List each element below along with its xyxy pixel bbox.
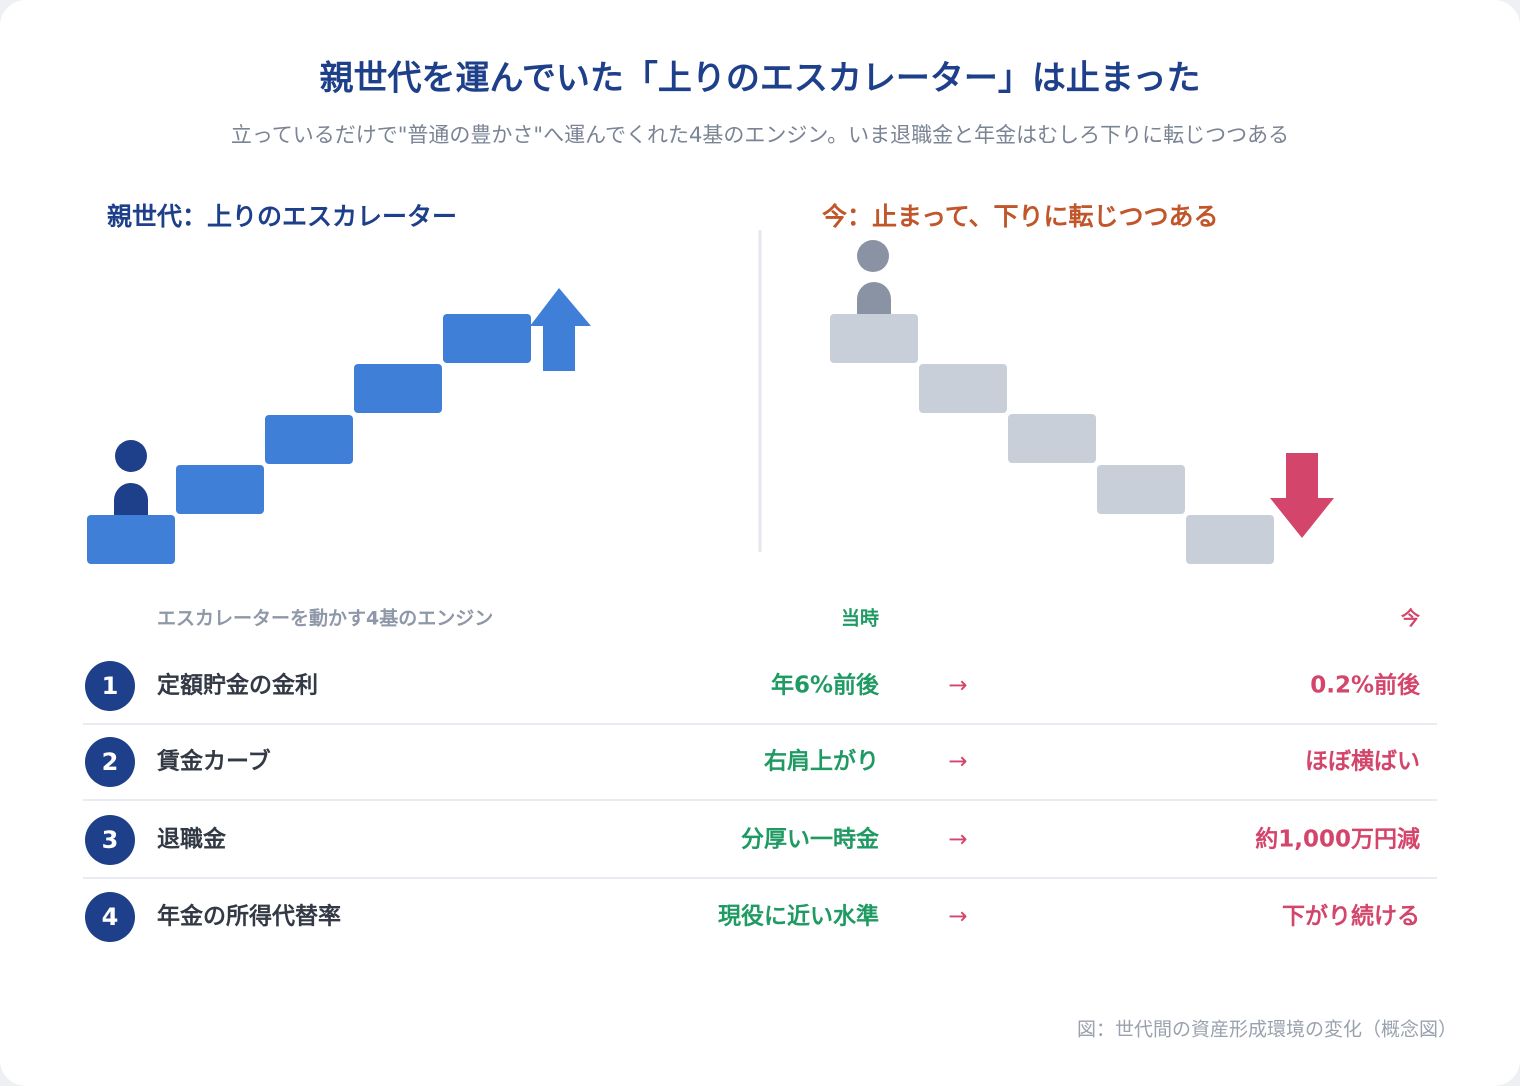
- row-arrow: →: [948, 904, 967, 930]
- right-label: 今：止まって、下りに転じつつある: [822, 202, 1219, 231]
- row-badge: [85, 737, 135, 787]
- table-header: 当時: [841, 607, 879, 630]
- down-arrow: [1270, 453, 1334, 538]
- row-arrow: →: [948, 749, 967, 775]
- row-name: 年金の所得代替率: [157, 903, 341, 930]
- row-number: 2: [102, 748, 119, 776]
- left-label: 親世代：上りのエスカレーター: [107, 202, 457, 231]
- row-number: 3: [102, 826, 119, 854]
- row-badge: [85, 892, 135, 942]
- row-name: 賃金カーブ: [156, 748, 271, 775]
- row-arrow: →: [948, 827, 967, 853]
- row-then: 分厚い一時金: [741, 826, 880, 853]
- up-escalator: [87, 288, 591, 564]
- row-then: 現役に近い水準: [718, 903, 879, 930]
- row-then: 右肩上がり: [764, 748, 879, 775]
- table-header: エスカレーターを動かす4基のエンジン: [157, 607, 493, 630]
- row-now: 下がり続ける: [1282, 903, 1420, 930]
- row-arrow: →: [948, 673, 967, 699]
- row-now: 0.2%前後: [1310, 672, 1421, 699]
- now-figure: [857, 240, 891, 314]
- subtitle: 立っているだけで"普通の豊かさ"へ運んでくれた4基のエンジン。いま退職金と年金は…: [231, 123, 1289, 147]
- parent-figure: [114, 440, 148, 515]
- row-name: 定額貯金の金利: [157, 672, 318, 699]
- row-then: 年6%前後: [771, 672, 880, 699]
- down-escalator: [830, 314, 1274, 564]
- row-badge: [85, 661, 135, 711]
- title: 親世代を運んでいた「上りのエスカレーター」は止まった: [320, 59, 1201, 99]
- row-now: 約1,000万円減: [1255, 826, 1420, 853]
- caption: 図：世代間の資産形成環境の変化（概念図）: [1077, 1018, 1457, 1041]
- row-name: 退職金: [157, 826, 227, 853]
- row-number: 1: [102, 672, 119, 700]
- row-now: ほぼ横ばい: [1305, 749, 1420, 775]
- row-number: 4: [102, 903, 119, 931]
- row-badge: [85, 815, 135, 865]
- table-header: 今: [1400, 607, 1420, 630]
